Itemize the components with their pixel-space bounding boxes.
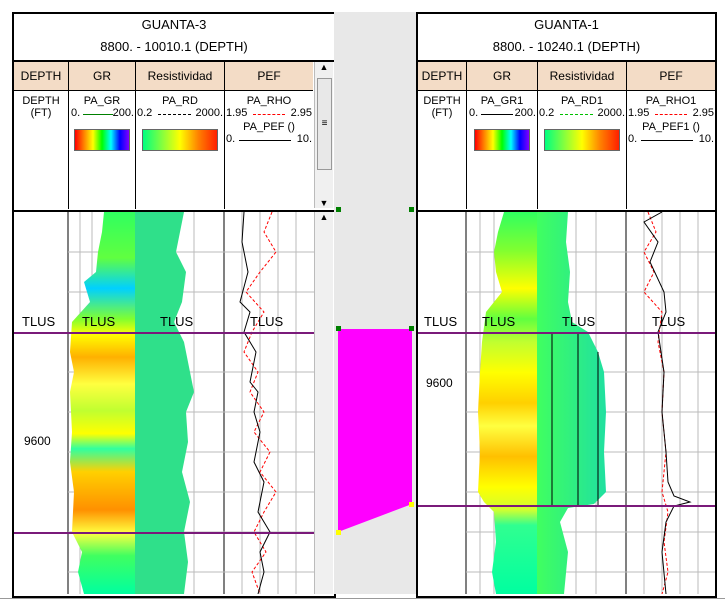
right-gr-curve-name: PA_GR1	[480, 95, 524, 107]
right-pef-curve	[643, 212, 692, 594]
left-track-pef-header[interactable]: PEF	[225, 62, 313, 91]
left-depth-unit: DEPTH (FT)	[22, 95, 60, 119]
right-rho-curve-name: PA_RHO1	[645, 95, 697, 107]
right-marker-label-res: TLUS	[562, 314, 596, 329]
right-gr-color-bar	[474, 129, 530, 151]
right-gr-min: 0.	[469, 107, 479, 119]
left-res-legend: PA_RD 0.2 2000.	[136, 91, 225, 209]
left-rho-min: 1.95	[226, 107, 248, 119]
scroll-down-arrow-icon[interactable]: ▼	[319, 198, 329, 208]
right-pef-curve-name: PA_PEF1 ()	[642, 121, 700, 133]
left-rd-max: 2000.	[195, 107, 223, 119]
left-well-title: GUANTA-3	[141, 17, 207, 32]
right-res-fill	[537, 212, 606, 594]
right-marker-label-depth: TLUS	[424, 314, 458, 329]
right-rho-min: 1.95	[628, 107, 650, 119]
left-gr-legend: PA_GR 0. 200.	[69, 91, 136, 209]
right-marker-label-pef: TLUS	[652, 314, 686, 329]
left-res-fill	[135, 212, 194, 594]
left-rd-color-bar	[142, 129, 218, 151]
left-rd-min: 0.2	[137, 107, 153, 119]
right-gr-max: 200.	[514, 107, 536, 119]
right-rho-max: 2.95	[692, 107, 714, 119]
right-marker-label-gr: TLUS	[482, 314, 516, 329]
right-track-depth-header[interactable]: DEPTH	[418, 62, 467, 91]
right-gr-fill	[478, 212, 537, 594]
left-pef-curve	[239, 212, 271, 594]
left-rho-curve-name: PA_RHO	[246, 95, 292, 107]
left-marker-label-pef: TLUS	[250, 314, 284, 329]
correlation-fill	[338, 329, 412, 532]
right-depth-unit: DEPTH (FT)	[423, 95, 461, 119]
left-gr-max: 200.	[112, 107, 134, 119]
right-pef-min: 0.	[628, 133, 638, 145]
left-gr-color-bar	[74, 129, 130, 151]
left-track-depth-header[interactable]: DEPTH	[14, 62, 69, 91]
right-rd-curve-name: PA_RD1	[561, 95, 603, 107]
right-well-title: GUANTA-1	[534, 17, 599, 32]
left-depth-9600: 9600	[24, 434, 51, 448]
right-rd-min: 0.2	[539, 107, 555, 119]
right-track-gr-header[interactable]: GR	[467, 62, 538, 91]
left-rho-max: 2.95	[290, 107, 312, 119]
right-res-legend: PA_RD1 0.2 2000.	[538, 91, 627, 209]
left-pef-max: 10.	[296, 133, 312, 145]
body-scroll-up-arrow-icon[interactable]: ▲	[319, 212, 329, 222]
right-rd-max: 2000.	[597, 107, 625, 119]
left-marker-label-depth: TLUS	[22, 314, 56, 329]
right-log-body	[418, 212, 715, 594]
right-title-separator	[418, 60, 715, 62]
right-well-panel: GUANTA-1 8800. - 10240.1 (DEPTH) DEPTH G…	[416, 12, 717, 598]
left-pef-min: 0.	[226, 133, 236, 145]
left-well-range: 8800. - 10010.1 (DEPTH)	[100, 39, 248, 54]
left-gr-fill	[70, 212, 135, 594]
left-marker-label-res: TLUS	[160, 314, 194, 329]
right-depth-legend: DEPTH (FT)	[418, 91, 467, 209]
left-log-body	[14, 212, 314, 594]
left-gr-curve-name: PA_GR	[83, 95, 121, 107]
left-marker-label-gr: TLUS	[82, 314, 116, 329]
right-pef-max: 10.	[698, 133, 714, 145]
left-track-res-header[interactable]: Resistividad	[136, 62, 225, 91]
left-body-scrollbar[interactable]: ▲	[314, 212, 333, 594]
scroll-thumb[interactable]: ≡	[317, 78, 332, 170]
right-rd-color-bar	[544, 129, 620, 151]
right-pef-legend: PA_RHO1 1.95 2.95 PA_PEF1 () 0. 10.	[627, 91, 715, 209]
right-track-pef-header[interactable]: PEF	[627, 62, 715, 91]
left-header-scrollbar[interactable]: ▲ ≡ ▼	[314, 62, 333, 208]
scroll-up-arrow-icon[interactable]: ▲	[319, 62, 329, 72]
right-track-res-header[interactable]: Resistividad	[538, 62, 627, 91]
left-pef-legend: PA_RHO 1.95 2.95 PA_PEF () 0. 10.	[225, 91, 313, 209]
right-depth-9600: 9600	[426, 376, 453, 390]
left-pef-curve-name: PA_PEF ()	[243, 121, 295, 133]
right-legend-separator	[418, 210, 715, 212]
left-track-gr-header[interactable]: GR	[69, 62, 136, 91]
left-rd-curve-name: PA_RD	[162, 95, 198, 107]
correlation-fill-svg	[336, 207, 414, 535]
left-legend-separator	[14, 210, 334, 212]
bottom-border	[0, 598, 725, 599]
left-gr-min: 0.	[71, 107, 81, 119]
right-gr-legend: PA_GR1 0. 200.	[467, 91, 538, 209]
right-well-range: 8800. - 10240.1 (DEPTH)	[492, 39, 641, 54]
left-title-separator	[14, 60, 334, 62]
left-well-panel: GUANTA-3 8800. - 10010.1 (DEPTH) DEPTH G…	[12, 12, 336, 598]
left-depth-legend: DEPTH (FT)	[14, 91, 69, 209]
